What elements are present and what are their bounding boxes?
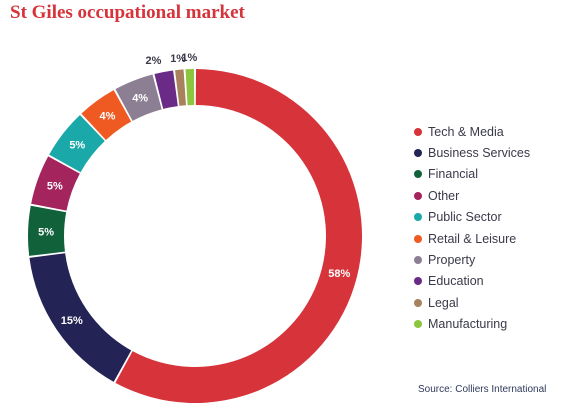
legend-label: Legal [428, 295, 459, 310]
slice-label-retail-leisure: 4% [99, 110, 115, 122]
legend-swatch [414, 256, 422, 265]
legend-item: Financial [414, 164, 530, 185]
donut-slice-public-sector [49, 114, 105, 173]
chart-title: St Giles occupational market [10, 2, 245, 23]
legend-swatch [414, 170, 422, 179]
legend-label: Public Sector [428, 210, 502, 225]
slice-label-legal: 1% [170, 53, 186, 65]
donut-slice-retail-leisure [81, 90, 132, 140]
legend-item: Legal [414, 292, 530, 313]
legend-swatch [414, 320, 422, 329]
donut-slice-property [115, 74, 162, 121]
legend-swatch [414, 127, 422, 136]
legend-swatch [414, 149, 422, 158]
legend-item: Retail & Leisure [414, 228, 530, 249]
legend-label: Financial [428, 167, 479, 182]
legend-item: Education [414, 271, 530, 292]
donut-slice-financial [27, 205, 67, 256]
legend-swatch [414, 234, 422, 243]
donut-slice-legal [175, 69, 186, 106]
chart-legend: Tech & Media Business Services Financial Ot… [414, 121, 530, 335]
legend-swatch [414, 191, 422, 200]
slice-label-business-services: 15% [61, 315, 83, 327]
legend-label: Tech & Media [428, 124, 504, 139]
legend-item: Tech & Media [414, 121, 530, 142]
legend-item: Property [414, 249, 530, 270]
legend-item: Business Services [414, 142, 530, 163]
slice-label-public-sector: 5% [69, 140, 85, 152]
legend-swatch [414, 213, 422, 222]
legend-label: Manufacturing [428, 317, 508, 332]
legend-label: Retail & Leisure [428, 231, 517, 246]
slice-label-tech-media: 58% [328, 268, 350, 280]
slice-label-manufacturing: 1% [181, 52, 197, 64]
legend-swatch [414, 298, 422, 307]
legend-swatch [414, 277, 422, 286]
source-note: Source: Colliers International [418, 384, 547, 395]
donut-slice-tech-media [115, 69, 362, 404]
legend-item: Other [414, 185, 530, 206]
legend-item: Public Sector [414, 207, 530, 228]
slice-label-financial: 5% [38, 226, 54, 238]
legend-label: Business Services [428, 146, 531, 161]
donut-slice-business-services [29, 253, 132, 382]
legend-item: Manufacturing [414, 314, 530, 335]
donut-slice-manufacturing [185, 69, 195, 106]
slice-label-property: 4% [132, 92, 148, 104]
legend-label: Education [428, 274, 484, 289]
donut-slice-education [154, 70, 178, 109]
slice-label-other: 5% [47, 181, 63, 193]
legend-label: Other [428, 188, 460, 203]
slice-label-education: 2% [146, 55, 162, 67]
legend-label: Property [428, 253, 476, 268]
donut-slice-other [31, 156, 80, 211]
